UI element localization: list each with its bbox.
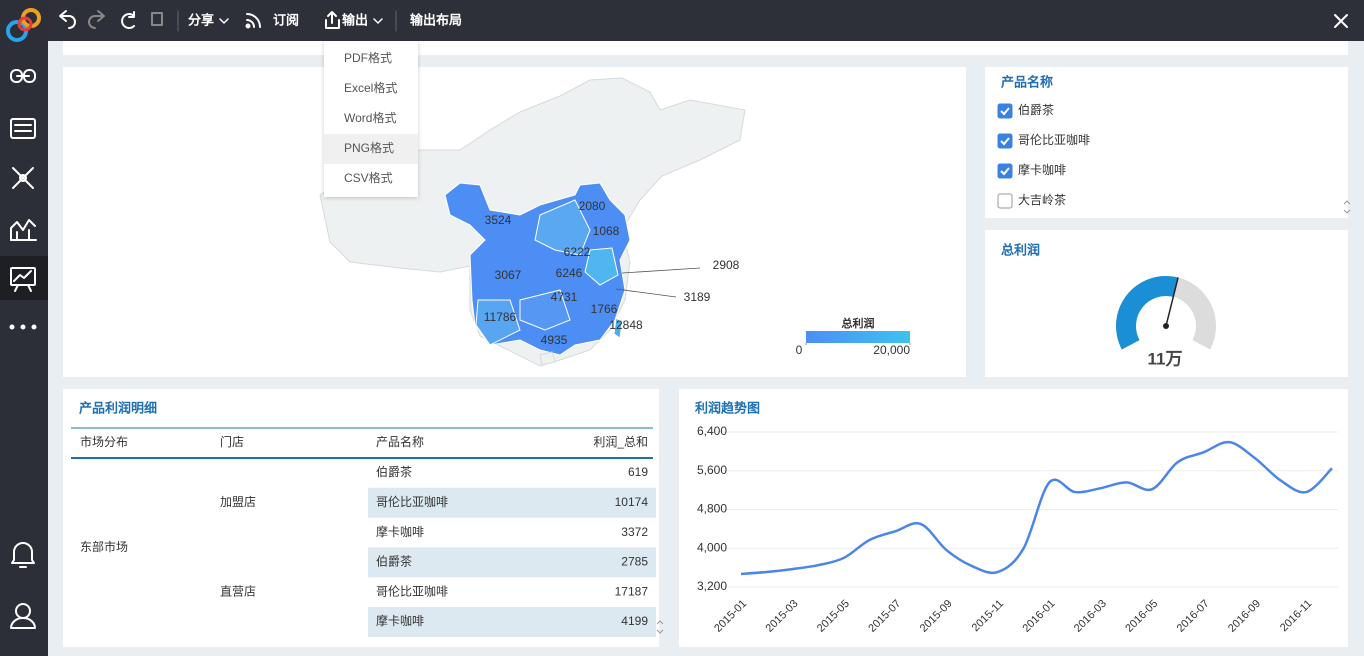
map-label: 3524 xyxy=(485,213,512,227)
map-label: 2908 xyxy=(713,258,740,272)
menu-item[interactable]: CSV格式 xyxy=(344,170,393,185)
checkbox[interactable] xyxy=(998,104,1012,118)
map-label: 4731 xyxy=(551,290,578,304)
table-market: 东部市场 xyxy=(80,539,128,554)
menu-item[interactable]: Excel格式 xyxy=(344,80,397,95)
table-cell: 哥伦比亚咖啡 xyxy=(376,583,448,598)
filter-option: 摩卡咖啡 xyxy=(1018,162,1066,177)
legend-gradient xyxy=(806,331,910,343)
table-header: 市场分布 xyxy=(80,434,128,449)
table-cell: 10174 xyxy=(615,495,649,509)
map-label: 6222 xyxy=(564,245,591,259)
table-cell: 伯爵茶 xyxy=(376,554,412,569)
menu-item[interactable]: PNG格式 xyxy=(344,140,394,155)
filter-option: 哥伦比亚咖啡 xyxy=(1018,132,1090,147)
menu-item[interactable]: Word格式 xyxy=(344,110,396,125)
map-label: 1068 xyxy=(593,224,620,238)
table-cell: 摩卡咖啡 xyxy=(376,524,424,539)
table-header: 利润_总和 xyxy=(593,435,648,449)
map-label: 3189 xyxy=(684,290,711,304)
panel-title: 利润趋势图 xyxy=(695,400,760,415)
table-cell: 17187 xyxy=(615,584,649,598)
panel-title: 总利润 xyxy=(1001,242,1040,257)
filter-option: 伯爵茶 xyxy=(1018,102,1054,117)
map-label: 11786 xyxy=(484,310,517,324)
legend-title: 总利润 xyxy=(842,316,875,330)
map-label: 4935 xyxy=(541,333,568,347)
toolbar-item[interactable]: 分享 xyxy=(188,12,214,27)
toolbar xyxy=(48,0,1364,41)
map-label: 12848 xyxy=(609,318,643,332)
table-cell: 4199 xyxy=(621,614,648,628)
panel-title: 产品名称 xyxy=(1001,74,1053,89)
map-label: 6246 xyxy=(556,266,583,280)
map-label: 2080 xyxy=(579,199,606,213)
toolbar-item[interactable]: 输出 xyxy=(342,12,368,27)
y-tick-label: 4,000 xyxy=(697,540,727,554)
table-cell: 2785 xyxy=(621,555,648,569)
y-tick-label: 4,800 xyxy=(697,502,727,516)
header-panel xyxy=(63,41,1348,55)
checkbox[interactable] xyxy=(998,134,1012,148)
table-header: 产品名称 xyxy=(376,434,424,449)
table-header: 门店 xyxy=(220,434,244,449)
map-label: 1766 xyxy=(591,302,618,316)
filter-option: 大吉岭茶 xyxy=(1018,192,1066,207)
gauge-pivot xyxy=(1163,323,1169,329)
panel-title: 产品利润明细 xyxy=(79,400,157,415)
menu-item[interactable]: PDF格式 xyxy=(344,50,392,65)
table-store: 加盟店 xyxy=(220,495,256,509)
table-store: 直营店 xyxy=(220,584,256,598)
toolbar-item[interactable]: 输出布局 xyxy=(410,12,462,27)
table-cell: 摩卡咖啡 xyxy=(376,613,424,628)
legend-tick-label: 20,000 xyxy=(873,343,910,357)
gauge-value: 11万 xyxy=(1148,349,1183,368)
y-tick-label: 3,200 xyxy=(697,579,727,593)
checkbox[interactable] xyxy=(998,164,1012,178)
table-cell: 3372 xyxy=(621,525,648,539)
table-cell: 伯爵茶 xyxy=(376,464,412,479)
table-cell: 619 xyxy=(628,465,648,479)
legend-tick-label: 0 xyxy=(796,343,803,357)
map-label: 3067 xyxy=(495,268,522,282)
toolbar-item[interactable]: 订阅 xyxy=(273,12,299,27)
table-cell: 哥伦比亚咖啡 xyxy=(376,494,448,509)
y-tick-label: 6,400 xyxy=(697,424,727,438)
y-tick-label: 5,600 xyxy=(697,463,727,477)
checkbox[interactable] xyxy=(998,194,1012,208)
